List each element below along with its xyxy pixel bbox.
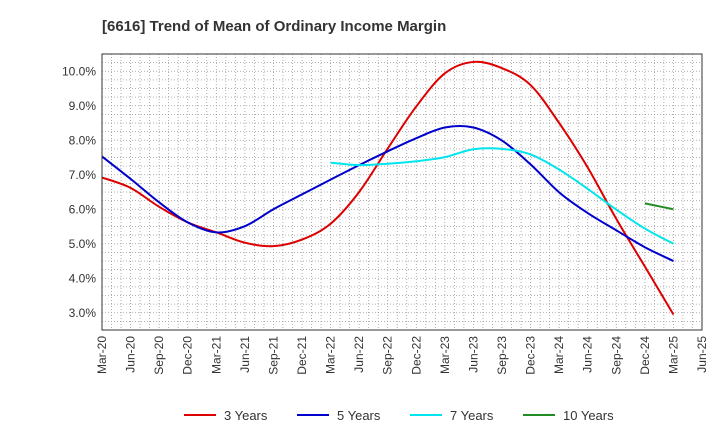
x-tick-label: Mar-22 [324,336,338,374]
x-tick-label: Dec-20 [181,336,195,375]
y-tick-label: 6.0% [69,202,97,216]
legend-label-10-years: 10 Years [563,408,614,423]
y-tick-label: 10.0% [62,64,96,78]
x-tick-label: Sep-23 [495,336,509,375]
legend-label-3-years: 3 Years [224,408,268,423]
x-tick-label: Jun-22 [352,336,366,373]
y-axis-ticks: 3.0% 4.0% 5.0% 6.0% 7.0% 8.0% 9.0% 10.0% [62,64,96,320]
x-tick-label: Dec-24 [638,336,652,375]
x-tick-label: Jun-25 [695,336,709,373]
x-tick-label: Sep-21 [266,336,280,375]
y-tick-label: 4.0% [69,271,97,285]
x-tick-label: Mar-20 [95,336,109,374]
chart-title: [6616] Trend of Mean of Ordinary Income … [102,18,446,35]
y-tick-label: 3.0% [69,306,97,320]
x-tick-label: Dec-22 [409,336,423,375]
legend-label-7-years: 7 Years [450,408,494,423]
x-tick-label: Jun-20 [124,336,138,373]
y-tick-label: 7.0% [69,168,97,182]
legend: 3 Years 5 Years 7 Years 10 Years [184,408,614,423]
x-tick-label: Sep-20 [152,336,166,375]
y-tick-label: 8.0% [69,133,97,147]
x-tick-label: Jun-24 [581,336,595,373]
x-tick-label: Mar-25 [666,336,680,374]
plot-frame [101,53,703,331]
series-lines [101,60,675,315]
x-axis-ticks: Mar-20 Jun-20 Sep-20 Dec-20 Mar-21 Jun-21 Sep-… [95,336,709,375]
y-tick-label: 5.0% [69,237,97,251]
x-tick-label: Dec-21 [295,336,309,375]
x-tick-label: Mar-23 [438,336,452,374]
y-tick-label: 9.0% [69,99,97,113]
series-line-5-years [101,124,674,262]
x-tick-label: Jun-23 [466,336,480,373]
grid [102,54,702,330]
legend-label-5-years: 5 Years [337,408,381,423]
x-tick-label: Dec-23 [524,336,538,375]
x-tick-label: Mar-21 [209,336,223,374]
series-line-7-years [330,147,674,245]
series-line-10-years [644,202,674,211]
x-tick-label: Sep-22 [381,336,395,375]
x-tick-label: Mar-24 [552,336,566,374]
x-tick-label: Sep-24 [609,336,623,375]
x-tick-label: Jun-21 [238,336,252,373]
